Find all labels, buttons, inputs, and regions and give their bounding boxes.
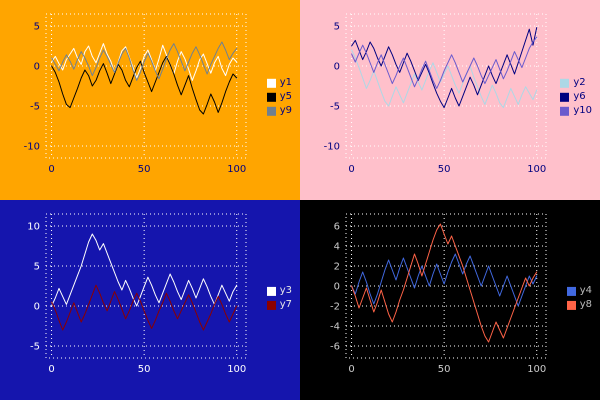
x-tick-label: 0 <box>348 364 354 375</box>
series-line-y2 <box>351 49 538 109</box>
series-line-y5 <box>51 55 238 115</box>
legend-top-right: y2 y6 y10 <box>560 77 592 117</box>
x-tick-label: 0 <box>48 164 54 175</box>
x-tick-label: 50 <box>138 364 151 375</box>
plot-border <box>45 13 247 159</box>
y-tick-label: 0 <box>34 302 40 313</box>
grid-lines <box>45 213 247 359</box>
legend-item-y6: y6 <box>560 91 592 103</box>
y-tick-label: -5 <box>30 342 40 353</box>
x-tick-label: 0 <box>48 364 54 375</box>
y-tick-label: -4 <box>330 322 340 333</box>
x-tick-label: 100 <box>227 364 246 375</box>
legend-item-y10: y10 <box>560 105 592 117</box>
chart-canvas-bottom-right: 0 50 100 6 4 2 0 -2 -4 -6 <box>330 213 547 376</box>
subplot-top-right: 0 50 100 5 0 -5 -10 y2 y6 y10 <box>300 0 600 200</box>
plot-border <box>345 13 547 159</box>
legend-label-y7: y7 <box>279 298 292 310</box>
legend-swatch-y9 <box>266 106 276 116</box>
series-line-y6 <box>351 27 538 109</box>
legend-label-y4: y4 <box>579 284 592 296</box>
x-tick-label: 50 <box>138 164 151 175</box>
y-tick-label: 0 <box>334 62 340 73</box>
y-tick-label: 2 <box>334 262 340 273</box>
legend-bottom-left: y3 y7 <box>266 284 292 311</box>
y-tick-label: -2 <box>330 302 340 313</box>
grid-lines <box>345 13 547 159</box>
legend-swatch-y4 <box>566 286 576 296</box>
legend-label-y5: y5 <box>279 90 292 102</box>
plot-border <box>45 213 247 359</box>
legend-swatch-y1 <box>266 78 276 88</box>
x-tick-label: 0 <box>348 164 354 175</box>
x-tick-label: 50 <box>438 164 451 175</box>
tick-labels: 0 50 100 6 4 2 0 -2 -4 -6 <box>330 222 546 376</box>
legend-item-y3: y3 <box>266 284 292 297</box>
legend-item-y9: y9 <box>266 104 292 117</box>
legend-swatch-y2 <box>560 78 570 88</box>
legend-label-y9: y9 <box>279 104 292 116</box>
y-tick-label: 5 <box>334 22 340 33</box>
x-tick-label: 50 <box>438 364 451 375</box>
y-tick-label: 6 <box>334 222 340 233</box>
series-line-y10 <box>351 36 538 89</box>
subplot-bottom-right: 0 50 100 6 4 2 0 -2 -4 -6 y4 y8 <box>300 200 600 400</box>
series-line-y3 <box>51 233 238 307</box>
series-line-y8 <box>351 223 538 343</box>
legend-swatch-y7 <box>266 300 276 310</box>
y-tick-label: -10 <box>324 142 340 153</box>
y-tick-label: -5 <box>30 102 40 113</box>
series-line-y1 <box>51 43 238 81</box>
legend-top-left: y1 y5 y9 <box>266 76 292 117</box>
subplot-bottom-left: 0 50 100 10 5 0 -5 y3 y7 <box>0 200 300 400</box>
grid-lines <box>345 213 547 359</box>
series-line-y4 <box>351 253 538 307</box>
legend-swatch-y10 <box>560 106 570 116</box>
series-line-y9 <box>51 41 238 81</box>
legend-label-y8: y8 <box>579 298 592 310</box>
legend-swatch-y6 <box>560 92 570 102</box>
legend-item-y7: y7 <box>266 298 292 311</box>
legend-item-y8: y8 <box>566 298 592 311</box>
y-tick-label: -6 <box>330 342 340 353</box>
legend-item-y5: y5 <box>266 90 292 103</box>
y-tick-label: 5 <box>34 262 40 273</box>
legend-label-y2: y2 <box>573 76 586 88</box>
y-tick-label: -5 <box>330 102 340 113</box>
y-tick-label: -10 <box>24 142 40 153</box>
y-tick-label: 0 <box>34 62 40 73</box>
y-tick-label: 5 <box>34 22 40 33</box>
x-tick-label: 100 <box>527 364 546 375</box>
legend-label-y6: y6 <box>573 90 586 102</box>
y-tick-label: 4 <box>334 242 340 253</box>
legend-label-y3: y3 <box>279 284 292 296</box>
legend-item-y2: y2 <box>560 77 592 89</box>
legend-item-y4: y4 <box>566 284 592 297</box>
legend-label-y1: y1 <box>279 76 292 88</box>
series-line-y7 <box>51 284 238 331</box>
subplot-top-left: 0 50 100 5 0 -5 -10 y1 y5 y9 <box>0 0 300 200</box>
x-tick-label: 100 <box>227 164 246 175</box>
x-tick-label: 100 <box>527 164 546 175</box>
legend-label-y10: y10 <box>573 104 592 116</box>
y-tick-label: 0 <box>334 282 340 293</box>
grid-lines <box>45 13 247 159</box>
legend-bottom-right: y4 y8 <box>566 284 592 311</box>
legend-swatch-y3 <box>266 286 276 296</box>
legend-swatch-y8 <box>566 300 576 310</box>
y-tick-label: 10 <box>27 222 40 233</box>
legend-swatch-y5 <box>266 92 276 102</box>
legend-item-y1: y1 <box>266 76 292 89</box>
